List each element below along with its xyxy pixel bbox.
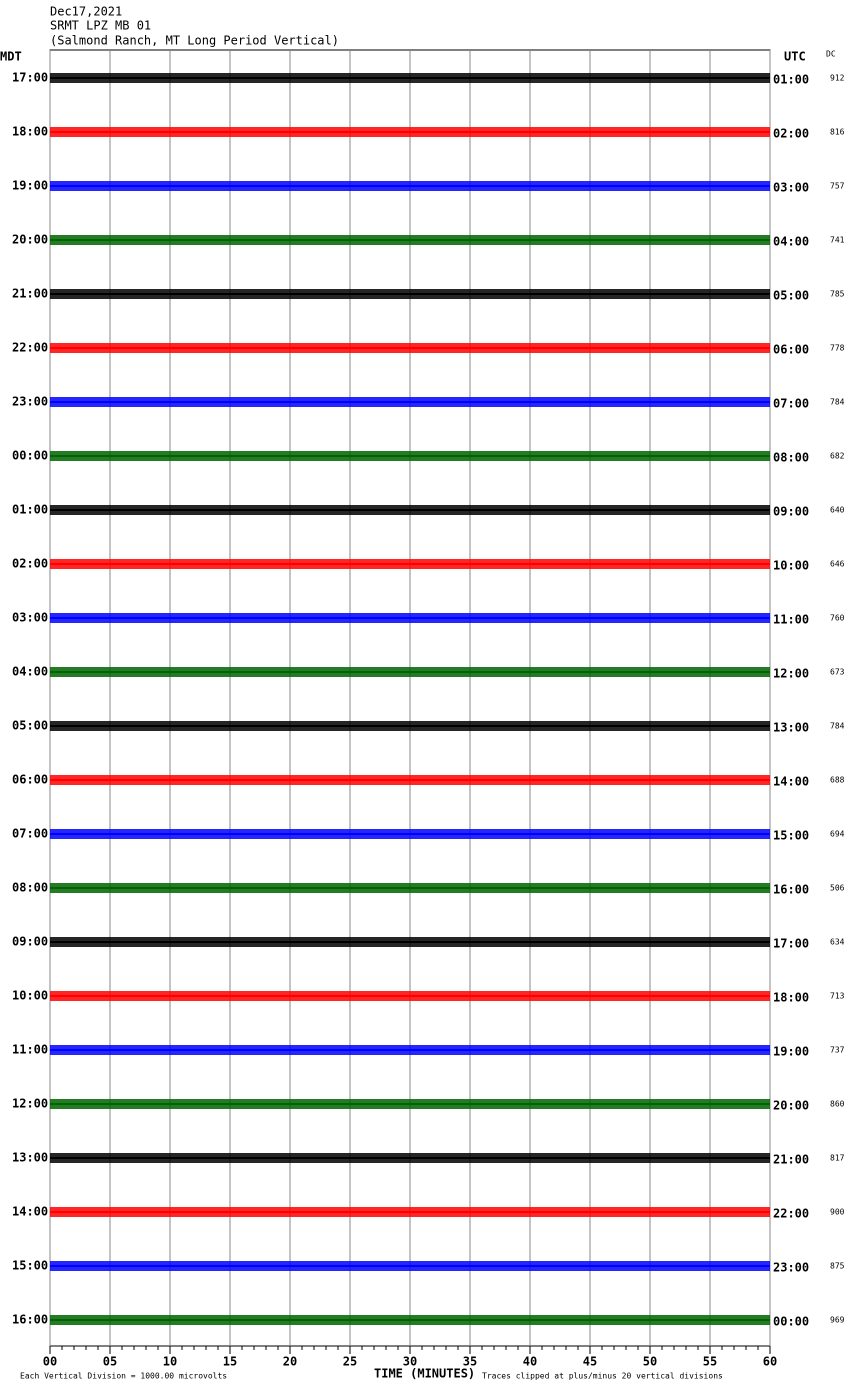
right-time-label: 01:00 [773,73,809,87]
right-time-label: 13:00 [773,721,809,735]
right-time-label: 03:00 [773,181,809,195]
left-time-label: 09:00 [12,935,48,949]
right-time-label: 05:00 [773,289,809,303]
x-tick-label: 45 [583,1355,597,1369]
right-time-label: 23:00 [773,1261,809,1275]
dc-value: 969 [830,1316,845,1325]
right-time-label: 15:00 [773,829,809,843]
right-time-label: 18:00 [773,991,809,1005]
dc-value: 784 [830,398,845,407]
left-time-label: 02:00 [12,557,48,571]
x-tick-label: 40 [523,1355,537,1369]
x-tick-label: 35 [463,1355,477,1369]
dc-value: 760 [830,614,845,623]
dc-value: 900 [830,1208,845,1217]
left-time-label: 22:00 [12,341,48,355]
x-tick-label: 30 [403,1355,417,1369]
left-time-label: 23:00 [12,395,48,409]
right-time-label: 08:00 [773,451,809,465]
left-time-label: 04:00 [12,665,48,679]
left-time-label: 07:00 [12,827,48,841]
x-tick-label: 10 [163,1355,177,1369]
left-time-label: 18:00 [12,125,48,139]
right-time-label: 06:00 [773,343,809,357]
dc-value: 713 [830,992,845,1001]
x-tick-label: 50 [643,1355,657,1369]
dc-value: 784 [830,722,845,731]
left-time-label: 06:00 [12,773,48,787]
right-time-label: 22:00 [773,1207,809,1221]
dc-value: 682 [830,452,845,461]
header-line: SRMT LPZ MB 01 [50,19,151,33]
x-tick-label: 25 [343,1355,357,1369]
dc-value: 737 [830,1046,845,1055]
left-time-label: 20:00 [12,233,48,247]
dc-value: 778 [830,344,845,353]
dc-value: 506 [830,884,845,893]
right-time-label: 02:00 [773,127,809,141]
right-time-label: 07:00 [773,397,809,411]
dc-value: 640 [830,506,845,515]
right-time-label: 12:00 [773,667,809,681]
right-time-label: 21:00 [773,1153,809,1167]
dc-value: 817 [830,1154,845,1163]
dc-value: 912 [830,74,845,83]
dc-value: 785 [830,290,845,299]
header-line: Dec17,2021 [50,5,122,19]
left-axis-label: MDT [0,50,22,64]
left-time-label: 10:00 [12,989,48,1003]
dc-value: 875 [830,1262,845,1271]
x-axis-label: TIME (MINUTES) [374,1367,475,1381]
right-axis-label: UTC [784,50,806,64]
right-time-label: 16:00 [773,883,809,897]
right-time-label: 17:00 [773,937,809,951]
dc-value: 694 [830,830,845,839]
dc-value: 688 [830,776,845,785]
left-time-label: 08:00 [12,881,48,895]
x-tick-label: 05 [103,1355,117,1369]
left-time-label: 00:00 [12,449,48,463]
left-time-label: 13:00 [12,1151,48,1165]
x-tick-label: 00 [43,1355,57,1369]
x-tick-label: 60 [763,1355,777,1369]
right-time-label: 11:00 [773,613,809,627]
right-time-label: 09:00 [773,505,809,519]
left-time-label: 11:00 [12,1043,48,1057]
right-time-label: 10:00 [773,559,809,573]
dc-value: 646 [830,560,845,569]
x-tick-label: 15 [223,1355,237,1369]
left-time-label: 12:00 [12,1097,48,1111]
right-time-label: 20:00 [773,1099,809,1113]
right-time-label: 19:00 [773,1045,809,1059]
left-time-label: 17:00 [12,71,48,85]
dc-value: 673 [830,668,845,677]
left-time-label: 14:00 [12,1205,48,1219]
x-tick-label: 55 [703,1355,717,1369]
clip-note: Traces clipped at plus/minus 20 vertical… [482,1372,723,1381]
left-time-label: 21:00 [12,287,48,301]
left-time-label: 05:00 [12,719,48,733]
right-time-label: 04:00 [773,235,809,249]
left-time-label: 01:00 [12,503,48,517]
dc-value: 634 [830,938,845,947]
dc-value: 860 [830,1100,845,1109]
dc-label: DC [826,50,836,59]
dc-value: 816 [830,128,845,137]
dc-value: 741 [830,236,845,245]
header-line: (Salmond Ranch, MT Long Period Vertical) [50,34,339,48]
x-tick-label: 20 [283,1355,297,1369]
right-time-label: 00:00 [773,1315,809,1329]
scale-note: Each Vertical Division = 1000.00 microvo… [20,1372,227,1381]
left-time-label: 16:00 [12,1313,48,1327]
left-time-label: 03:00 [12,611,48,625]
dc-value: 757 [830,182,845,191]
left-time-label: 19:00 [12,179,48,193]
left-time-label: 15:00 [12,1259,48,1273]
right-time-label: 14:00 [773,775,809,789]
